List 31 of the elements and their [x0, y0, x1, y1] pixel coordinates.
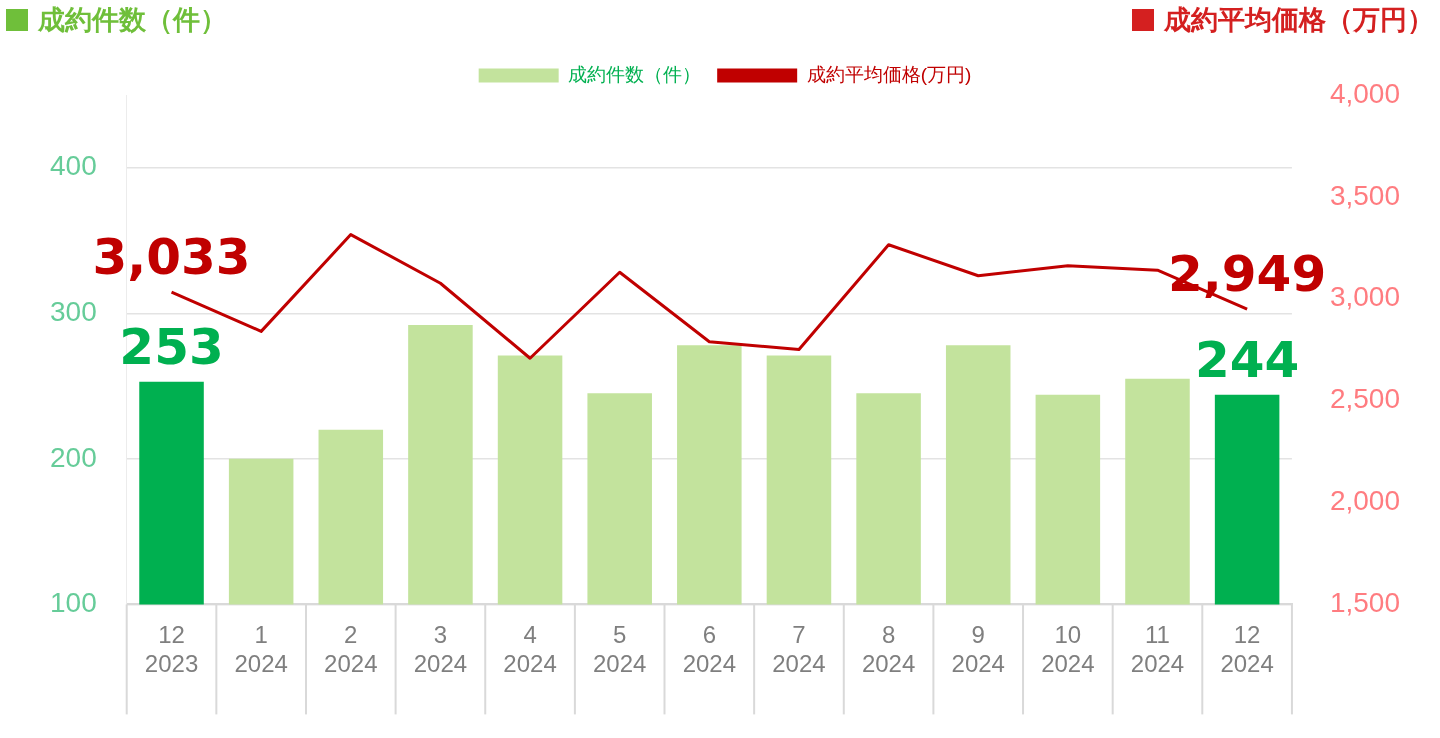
- y2-tick-label: 2,000: [1329, 485, 1401, 517]
- x-tick-label: 4 2024: [503, 621, 557, 678]
- x-tick-label: 2 2024: [324, 621, 378, 678]
- x-tick-label: 6 2024: [682, 621, 737, 678]
- legend-label: 成約平均価格(万円): [806, 63, 972, 85]
- x-tick-label: 11 2024: [1130, 621, 1185, 678]
- x-tick-label: 10 2024: [1041, 621, 1095, 678]
- y2-tick-label: 4,000: [1329, 77, 1401, 109]
- x-tick-label: 12 2023: [144, 621, 199, 678]
- y-tick-label: 200: [50, 441, 97, 473]
- y-tick-label: 300: [50, 296, 97, 328]
- data-label: 253: [119, 317, 224, 376]
- y2-tick-label: 3,000: [1329, 281, 1401, 313]
- y-tick-label: 400: [50, 150, 97, 182]
- data-label: 2,949: [1168, 245, 1327, 304]
- x-tick-label: 8 2024: [861, 621, 916, 678]
- y2-tick-label: 3,500: [1329, 179, 1401, 211]
- y2-tick-label: 1,500: [1329, 587, 1401, 619]
- x-tick-label: 3 2024: [413, 621, 468, 678]
- x-tick-label: 5 2024: [593, 621, 647, 678]
- data-label: 3,033: [92, 228, 251, 287]
- data-label: 244: [1194, 330, 1300, 389]
- y-axis-title: 成約件数（件）: [38, 3, 227, 37]
- x-tick-label: 12 2024: [1220, 621, 1274, 678]
- y2-tick-label: 2,500: [1329, 383, 1401, 415]
- x-tick-label: 7 2024: [772, 621, 826, 678]
- x-tick-label: 9 2024: [951, 621, 1005, 678]
- x-tick-label: 1 2024: [234, 621, 288, 678]
- legend-label: 成約件数（件）: [568, 63, 702, 85]
- y2-axis-title: 成約平均価格（万円）: [1164, 3, 1434, 37]
- y-tick-label: 100: [50, 587, 97, 619]
